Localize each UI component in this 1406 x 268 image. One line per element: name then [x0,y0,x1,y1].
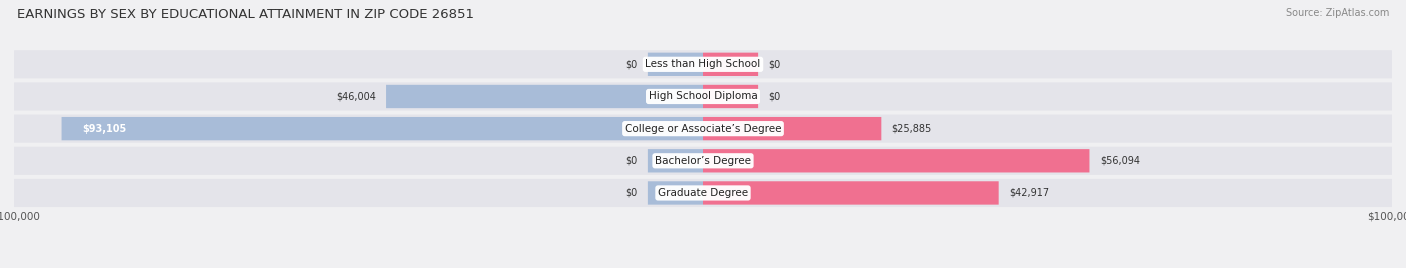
Text: $25,885: $25,885 [891,124,932,134]
FancyBboxPatch shape [14,179,1392,207]
FancyBboxPatch shape [14,82,1392,111]
FancyBboxPatch shape [703,149,1090,173]
FancyBboxPatch shape [648,149,703,173]
FancyBboxPatch shape [62,117,703,140]
FancyBboxPatch shape [648,181,703,205]
Text: College or Associate’s Degree: College or Associate’s Degree [624,124,782,134]
Text: Less than High School: Less than High School [645,59,761,69]
FancyBboxPatch shape [703,85,758,108]
Text: $0: $0 [626,188,637,198]
Text: $0: $0 [769,59,780,69]
Text: Graduate Degree: Graduate Degree [658,188,748,198]
Text: High School Diploma: High School Diploma [648,91,758,102]
FancyBboxPatch shape [703,53,758,76]
FancyBboxPatch shape [703,117,882,140]
Text: $42,917: $42,917 [1010,188,1049,198]
FancyBboxPatch shape [703,181,998,205]
Text: Source: ZipAtlas.com: Source: ZipAtlas.com [1285,8,1389,18]
FancyBboxPatch shape [14,50,1392,79]
Text: $93,105: $93,105 [82,124,127,134]
Text: $46,004: $46,004 [336,91,375,102]
Text: $0: $0 [626,59,637,69]
FancyBboxPatch shape [14,147,1392,175]
FancyBboxPatch shape [648,53,703,76]
Text: $56,094: $56,094 [1099,156,1140,166]
FancyBboxPatch shape [14,114,1392,143]
Text: EARNINGS BY SEX BY EDUCATIONAL ATTAINMENT IN ZIP CODE 26851: EARNINGS BY SEX BY EDUCATIONAL ATTAINMEN… [17,8,474,21]
FancyBboxPatch shape [387,85,703,108]
Text: $0: $0 [626,156,637,166]
Text: Bachelor’s Degree: Bachelor’s Degree [655,156,751,166]
Text: $0: $0 [769,91,780,102]
